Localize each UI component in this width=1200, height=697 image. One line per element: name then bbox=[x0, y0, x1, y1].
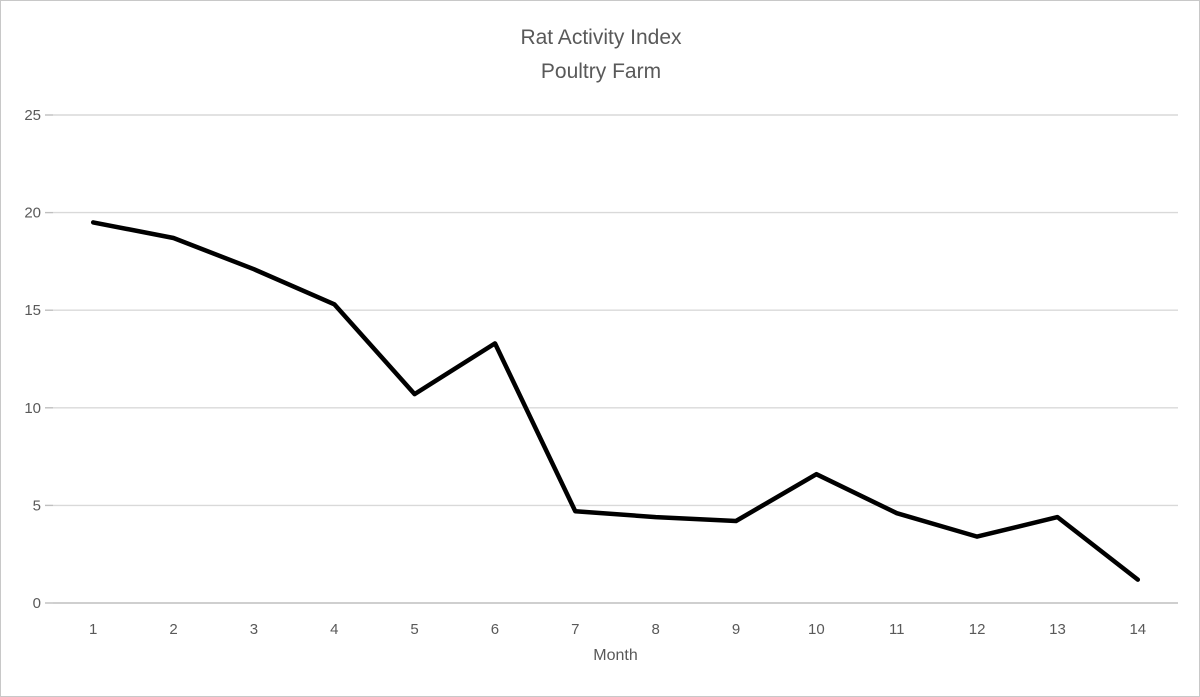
x-tick-label: 10 bbox=[808, 621, 825, 638]
x-tick-label: 9 bbox=[732, 621, 740, 638]
x-tick-label: 12 bbox=[969, 621, 986, 638]
x-tick-label: 6 bbox=[491, 621, 499, 638]
x-tick-label: 14 bbox=[1129, 621, 1146, 638]
x-tick-label: 11 bbox=[889, 621, 905, 638]
x-axis-title: Month bbox=[593, 647, 638, 664]
x-tick-label: 1 bbox=[89, 621, 97, 638]
y-tick-label: 20 bbox=[24, 205, 41, 222]
y-tick-label: 15 bbox=[24, 302, 41, 319]
y-tick-label: 25 bbox=[24, 107, 41, 124]
chart-title-line1: Rat Activity Index bbox=[520, 26, 682, 49]
x-tick-label: 8 bbox=[652, 621, 660, 638]
x-tick-label: 3 bbox=[250, 621, 258, 638]
chart-title-line2: Poultry Farm bbox=[540, 60, 662, 83]
x-tick-label: 2 bbox=[169, 621, 177, 638]
chart-title: Rat Activity Index Poultry Farm bbox=[1, 21, 1199, 89]
x-tick-label: 7 bbox=[571, 621, 579, 638]
y-tick-label: 0 bbox=[33, 595, 41, 612]
x-tick-label: 4 bbox=[330, 621, 338, 638]
y-tick-label: 10 bbox=[24, 400, 41, 417]
data-series-line bbox=[90, 220, 1141, 582]
x-tick-label: 5 bbox=[410, 621, 418, 638]
x-tick-label: 13 bbox=[1049, 621, 1066, 638]
y-tick-label: 5 bbox=[33, 497, 41, 514]
